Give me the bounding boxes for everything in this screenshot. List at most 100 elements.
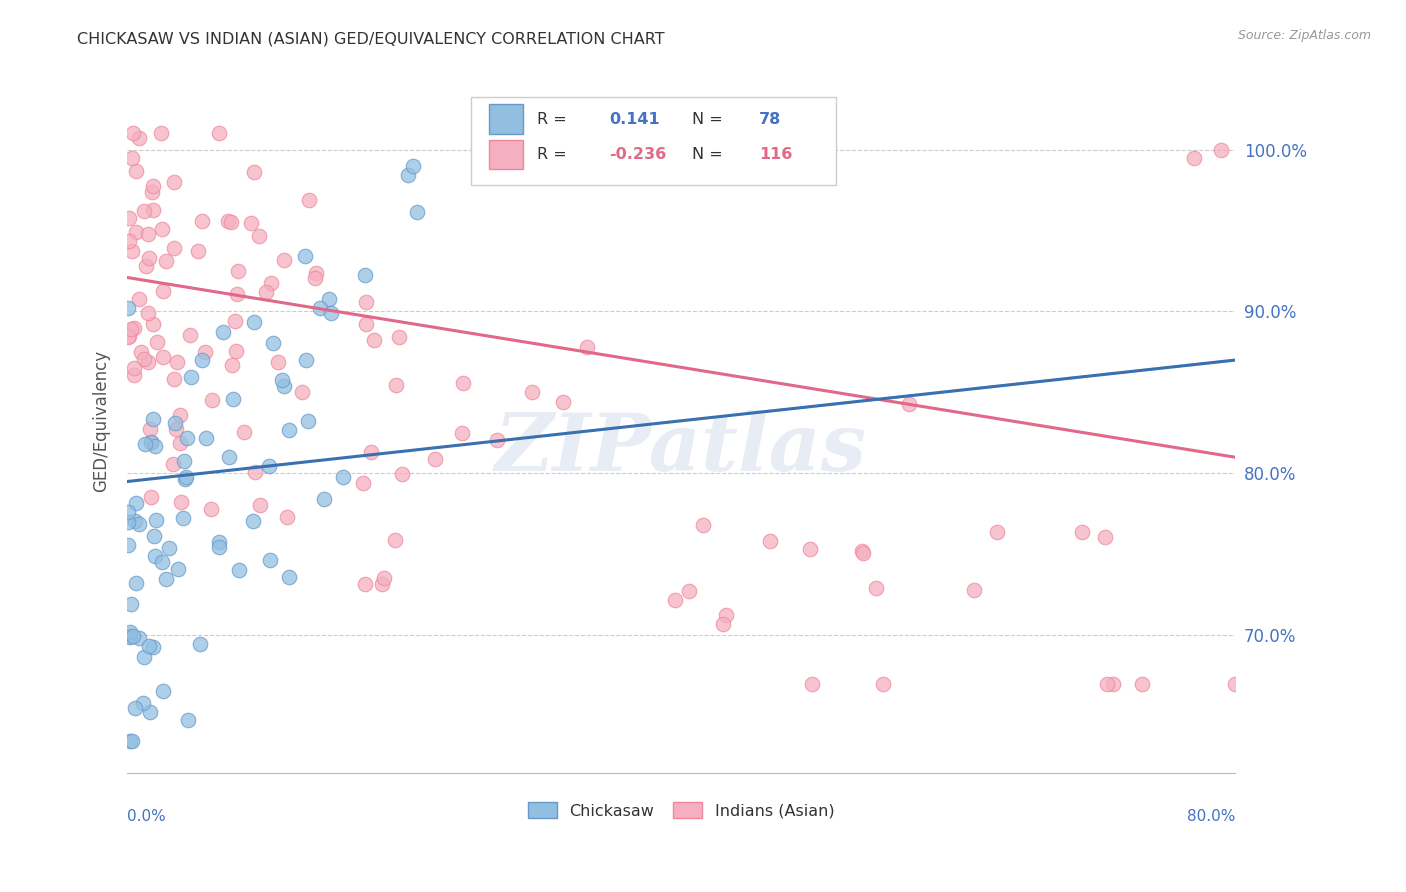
Point — [138, 251, 160, 265]
Text: 0.0%: 0.0% — [127, 809, 166, 823]
Point — [297, 414, 319, 428]
Point — [352, 475, 374, 490]
Point — [163, 372, 186, 386]
Point — [1101, 677, 1123, 691]
Point — [194, 345, 217, 359]
Point — [225, 287, 247, 301]
Point — [239, 216, 262, 230]
Point — [232, 425, 254, 439]
Point — [603, 159, 626, 173]
Point — [139, 491, 162, 505]
Point — [155, 573, 177, 587]
Point — [128, 631, 150, 645]
Point — [207, 535, 229, 549]
Text: 78: 78 — [759, 112, 780, 127]
Point — [121, 733, 143, 747]
Point — [163, 416, 186, 430]
Point — [1223, 677, 1246, 691]
Point — [128, 292, 150, 306]
Point — [294, 353, 316, 368]
Point — [142, 203, 165, 218]
Y-axis label: GED/Equivalency: GED/Equivalency — [93, 350, 110, 491]
Point — [221, 358, 243, 372]
Point — [117, 505, 139, 519]
Point — [117, 329, 139, 343]
Point — [370, 577, 392, 591]
Point — [136, 355, 159, 369]
Point — [121, 151, 143, 165]
Point — [385, 377, 408, 392]
Point — [872, 677, 894, 691]
Point — [118, 235, 141, 249]
Point — [176, 431, 198, 445]
Point — [122, 361, 145, 376]
Point — [217, 214, 239, 228]
Point — [277, 570, 299, 584]
Point — [486, 434, 509, 448]
Point — [139, 434, 162, 449]
Point — [391, 467, 413, 482]
Point — [356, 317, 378, 331]
Point — [117, 301, 139, 315]
Point — [150, 221, 173, 235]
Point — [402, 159, 425, 173]
Point — [125, 496, 148, 510]
Point — [120, 630, 142, 644]
Point — [162, 457, 184, 471]
Point — [851, 544, 873, 558]
Point — [125, 164, 148, 178]
Point — [259, 552, 281, 566]
Legend: Chickasaw, Indians (Asian): Chickasaw, Indians (Asian) — [522, 796, 841, 825]
Point — [128, 130, 150, 145]
Point — [799, 541, 821, 556]
Point — [354, 294, 377, 309]
Point — [363, 333, 385, 347]
Point — [145, 335, 167, 350]
Point — [259, 459, 281, 474]
Text: 80.0%: 80.0% — [1187, 809, 1236, 823]
Point — [208, 126, 231, 140]
Point — [124, 225, 146, 239]
Point — [1095, 677, 1118, 691]
Point — [221, 392, 243, 407]
Point — [354, 268, 377, 282]
Point — [291, 384, 314, 399]
Point — [963, 583, 986, 598]
Point — [451, 426, 474, 441]
Point — [304, 271, 326, 285]
Point — [800, 677, 823, 691]
Point — [1182, 151, 1205, 165]
Point — [242, 315, 264, 329]
Point — [188, 637, 211, 651]
Text: N =: N = — [692, 112, 723, 127]
Point — [678, 583, 700, 598]
Point — [142, 640, 165, 654]
Point — [117, 538, 139, 552]
Point — [664, 593, 686, 607]
Point — [308, 301, 330, 315]
Point — [139, 705, 162, 719]
Point — [122, 629, 145, 643]
Point — [131, 345, 153, 359]
Point — [169, 495, 191, 509]
Point — [163, 241, 186, 255]
Point — [120, 598, 142, 612]
Text: R =: R = — [537, 147, 567, 162]
Point — [142, 412, 165, 426]
Point — [360, 445, 382, 459]
Point — [319, 305, 342, 319]
Point — [260, 277, 283, 291]
Point — [134, 649, 156, 664]
Point — [711, 616, 734, 631]
Point — [177, 713, 200, 727]
Point — [388, 330, 411, 344]
Point — [173, 454, 195, 468]
Point — [118, 211, 141, 225]
Point — [118, 630, 141, 644]
Point — [254, 285, 277, 300]
Point — [1211, 143, 1233, 157]
Point — [575, 340, 598, 354]
Point — [273, 253, 295, 268]
Point — [132, 696, 155, 710]
Point — [718, 159, 741, 173]
